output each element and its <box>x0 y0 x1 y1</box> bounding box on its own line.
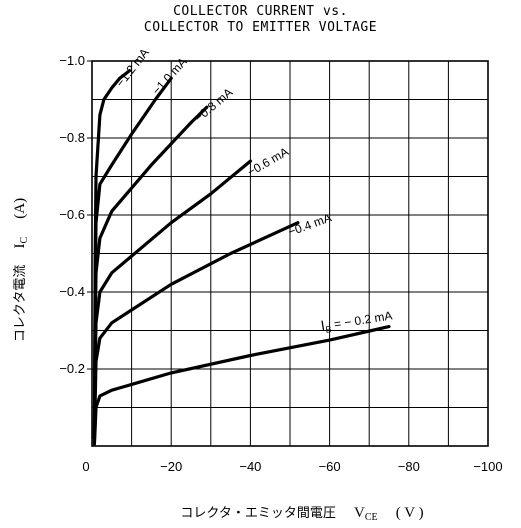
y-tick-label: −0.2 <box>59 361 85 376</box>
y-tick-label: −0.4 <box>59 284 85 299</box>
y-axis-label-symbol: I <box>12 244 28 249</box>
y-tick-label: −0.8 <box>59 130 85 145</box>
series-line-5 <box>92 68 132 440</box>
series-label-symbol: I <box>320 317 326 333</box>
chart-title-line2: COLLECTOR TO EMITTER VOLTAGE <box>143 20 378 35</box>
x-tick-label: −60 <box>319 459 341 474</box>
y-tick-label: −0.6 <box>59 207 85 222</box>
y-axis-label-sub: C <box>19 237 30 244</box>
series-label-3: −0.8 mA <box>192 85 235 125</box>
x-tick-label: 0 <box>82 459 89 474</box>
svg-text:コレクタ電流 IC (A): コレクタ電流 IC (A) <box>12 198 31 342</box>
series-lines <box>92 68 391 446</box>
x-axis-label-unit: ( V ) <box>396 505 424 521</box>
x-tick-label: −20 <box>160 459 182 474</box>
plot-frame <box>91 60 489 447</box>
series-label-sub: B <box>325 324 333 335</box>
x-tick-label: −40 <box>239 459 261 474</box>
chart-title-line1: COLLECTOR CURRENT vs. <box>173 4 348 19</box>
tick-labels: 0 −20 −40 −60 −80 −100 −0.2 −0.4 −0.6 −0.8 −1.0 <box>59 53 502 474</box>
grid <box>92 61 488 446</box>
y-tick-label: −1.0 <box>59 53 85 68</box>
y-axis-label-text: コレクタ電流 <box>13 265 28 342</box>
series-line-1 <box>92 221 300 444</box>
x-axis-label-symbol: V <box>354 505 365 521</box>
y-axis-label: コレクタ電流 IC (A) <box>12 198 31 342</box>
series-label-0: IB = − 0.2 mA <box>320 306 394 335</box>
plot-border <box>91 60 489 447</box>
x-axis-label-sub: CE <box>365 512 378 523</box>
x-tick-label: −80 <box>398 459 420 474</box>
series-label-5: −1.2 mA <box>113 46 152 90</box>
x-axis-label-text: コレクタ・エミッタ間電圧 <box>180 506 335 521</box>
y-axis-label-unit: (A) <box>12 198 28 219</box>
x-axis-label: コレクタ・エミッタ間電圧 VCE ( V ) <box>180 505 423 524</box>
series-line-0 <box>92 325 391 446</box>
x-tick-label: −100 <box>473 459 502 474</box>
